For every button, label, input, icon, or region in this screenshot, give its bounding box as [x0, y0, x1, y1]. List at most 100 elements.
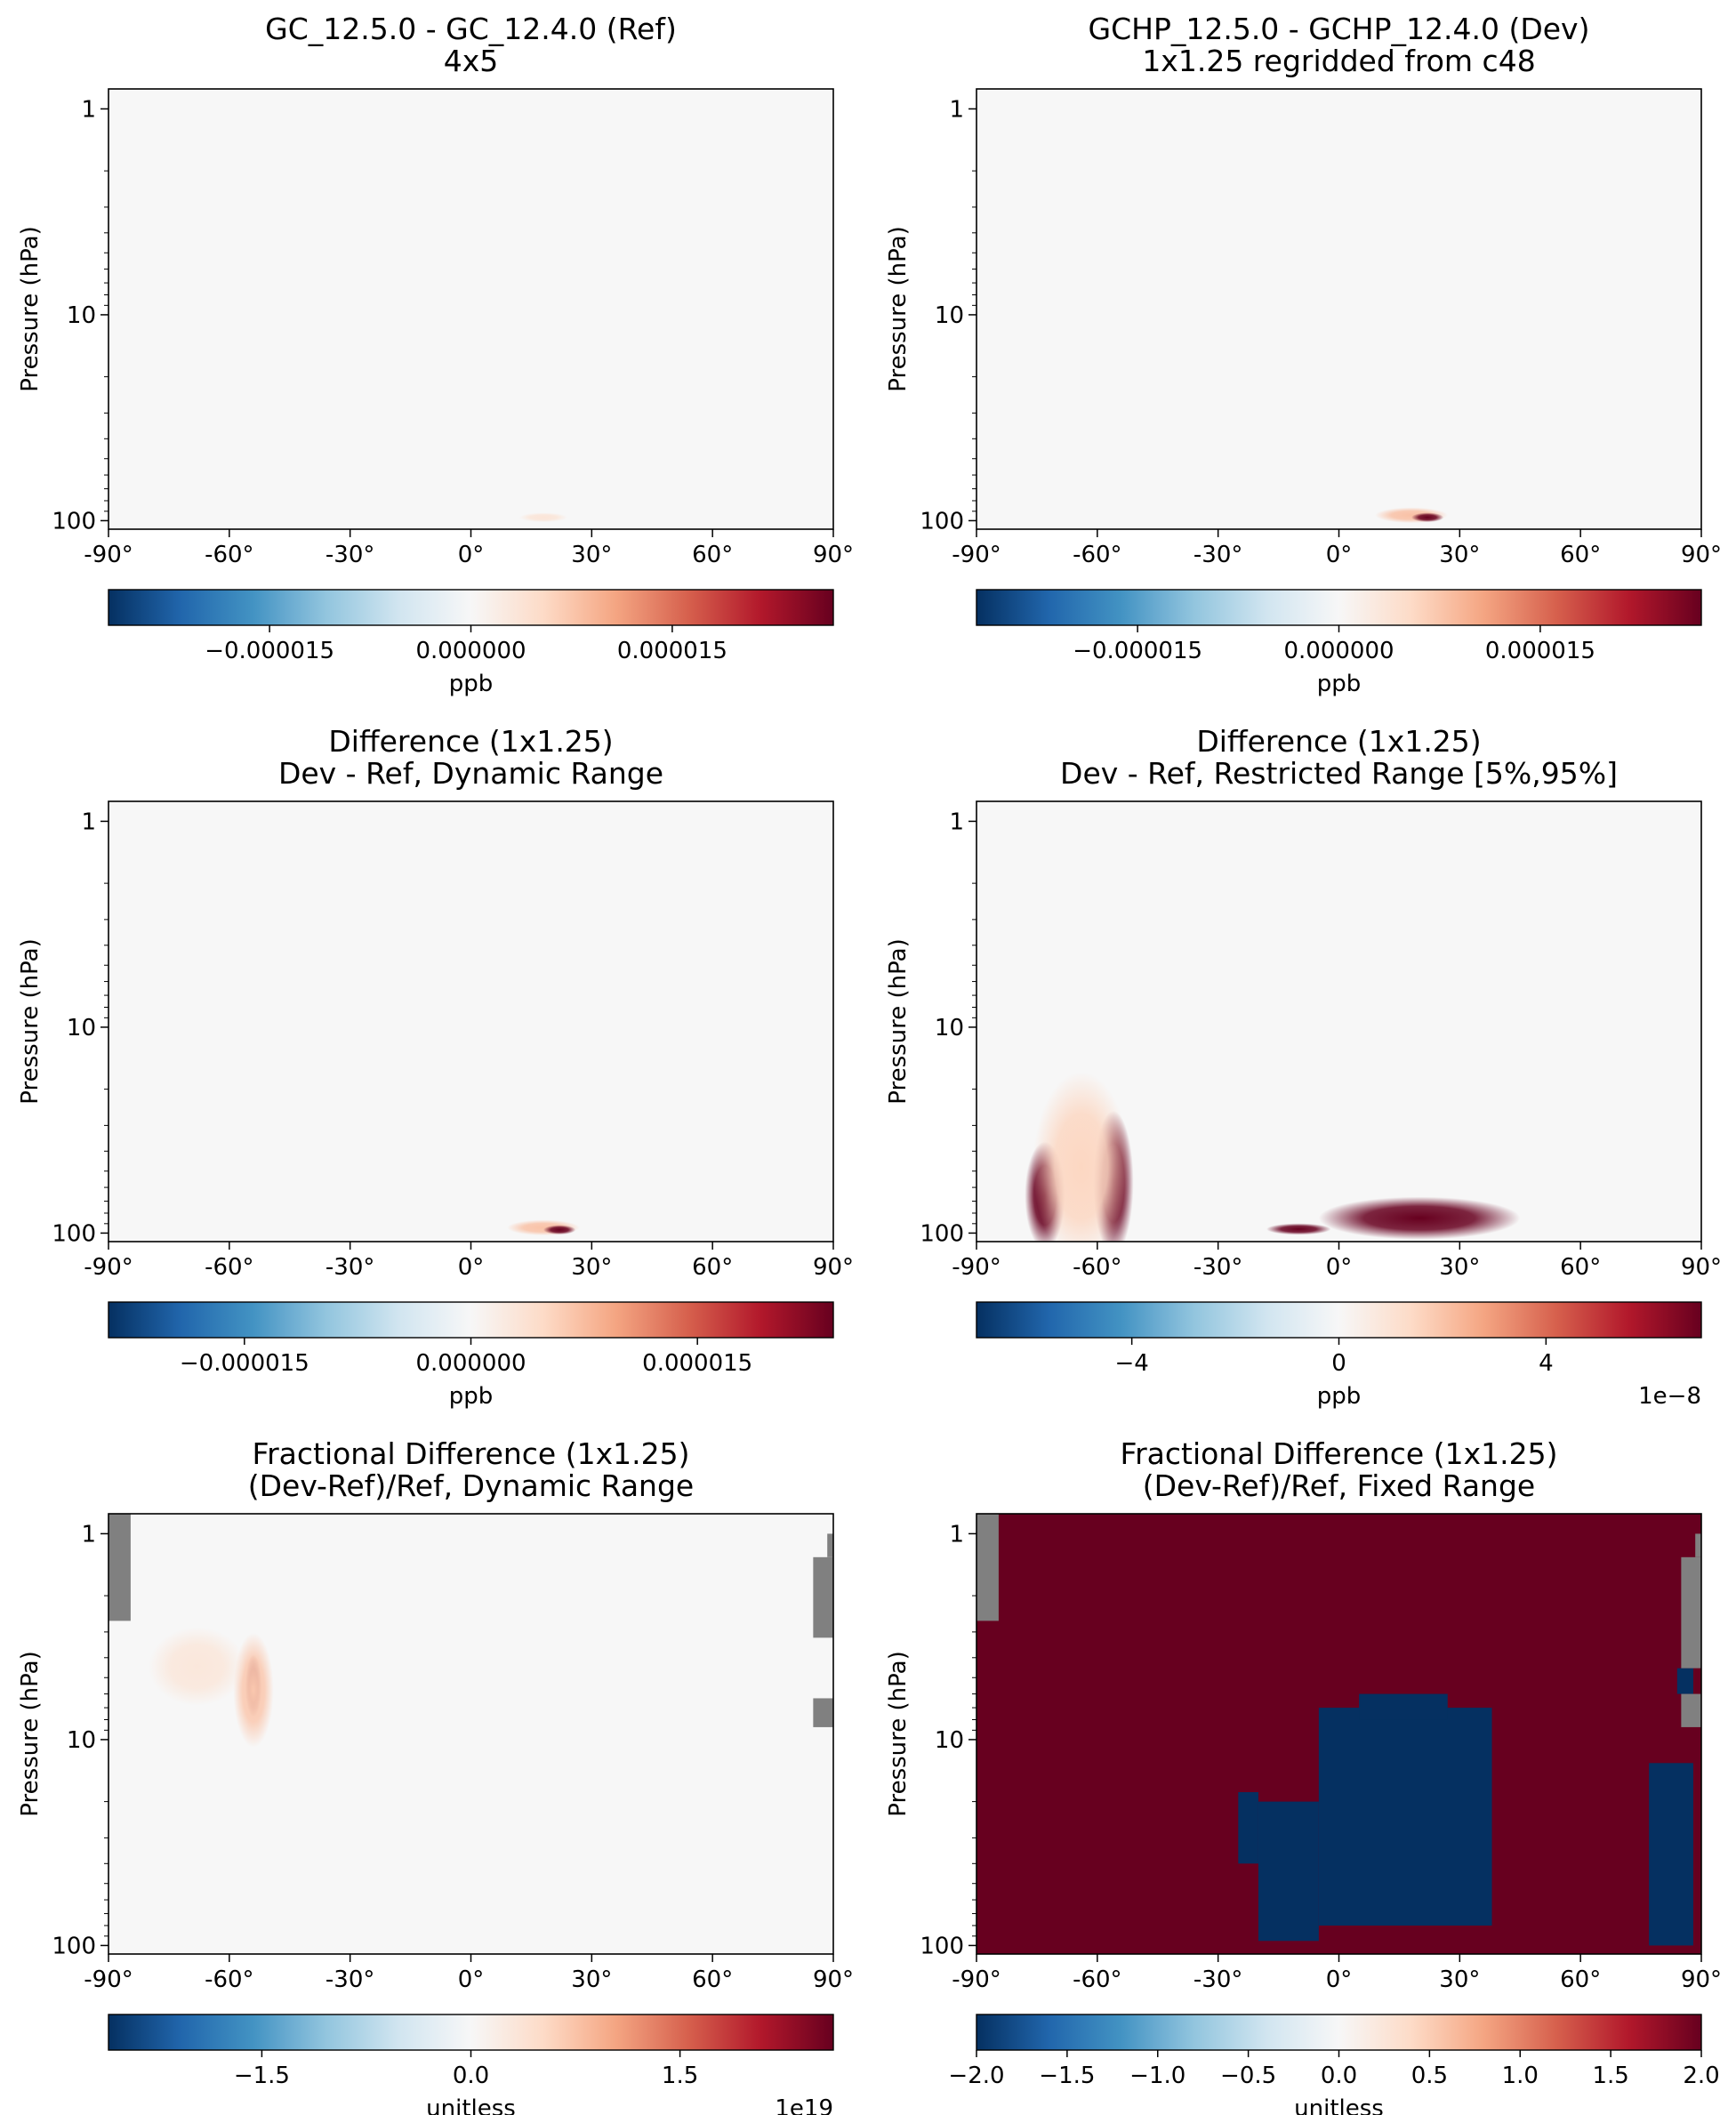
colorbar-tick-label: −4: [1114, 1350, 1148, 1377]
heatmap-feature: [1033, 1072, 1130, 1242]
heatmap-background: [108, 801, 833, 1242]
x-tick-label: 0°: [1326, 1966, 1353, 1993]
colorbar-offset-label: 1e19: [775, 2095, 833, 2115]
chart-title: Fractional Difference (1x1.25): [1121, 1436, 1558, 1471]
x-tick-label: -30°: [1194, 1966, 1242, 1993]
plot-area: [108, 89, 833, 529]
y-tick-label: 10: [67, 302, 96, 329]
x-tick-label: -90°: [952, 1966, 1001, 1993]
chart-subtitle: (Dev-Ref)/Ref, Fixed Range: [1143, 1468, 1535, 1503]
colorbar-tick-label: 1.5: [1592, 2063, 1628, 2089]
colorbar-tick-label: 0.000000: [415, 1350, 526, 1377]
panel-4: Difference (1x1.25)Dev - Ref, Restricted…: [885, 724, 1722, 1410]
x-tick-label: 30°: [1439, 1254, 1480, 1281]
x-tick-label: 90°: [1681, 1254, 1722, 1281]
x-tick-label: -60°: [205, 542, 253, 568]
panel-1: GC_12.5.0 - GC_12.4.0 (Ref)4x5 1 10 100 Pres…: [17, 12, 854, 697]
colorbar: [108, 2014, 834, 2051]
y-tick-label: 100: [920, 1933, 964, 1959]
x-tick-label: 0°: [458, 1966, 485, 1993]
heatmap-negative-region: [1676, 1668, 1693, 1694]
colorbar-tick-label: −1.5: [1039, 2063, 1095, 2089]
undefined-mask: [813, 1698, 833, 1727]
colorbar-tick-label: −0.5: [1220, 2063, 1276, 2089]
plot-area: [976, 89, 1701, 529]
colorbar-tick-label: 4: [1539, 1350, 1554, 1377]
y-tick-label: 1: [81, 96, 96, 123]
heatmap-negative-region: [1359, 1693, 1448, 1720]
y-tick-label: 10: [935, 302, 964, 329]
x-tick-label: 90°: [1681, 542, 1722, 568]
colorbar-tick-label: 0.000015: [1485, 638, 1595, 664]
x-tick-label: 30°: [571, 542, 612, 568]
y-tick-label: 100: [920, 1220, 964, 1247]
heatmap-feature: [543, 1225, 576, 1235]
colorbar: [976, 1301, 1702, 1339]
panel-5: Fractional Difference (1x1.25)(Dev-Ref)/…: [17, 1436, 854, 2115]
colorbar-tick-label: 0.0: [453, 2063, 489, 2089]
colorbar-tick-label: 2.0: [1683, 2063, 1719, 2089]
heatmap-feature: [1318, 1196, 1521, 1240]
colorbar-offset-label: 1e−8: [1638, 1383, 1701, 1410]
heatmap-negative-region: [1258, 1801, 1319, 1942]
chart-subtitle: Dev - Ref, Dynamic Range: [278, 756, 663, 791]
colorbar-tick-label: 0.5: [1411, 2063, 1448, 2089]
y-axis-label: Pressure (hPa): [885, 226, 912, 392]
x-tick-label: 60°: [692, 1966, 733, 1993]
chart-title: Difference (1x1.25): [328, 724, 613, 759]
chart-title: GC_12.5.0 - GC_12.4.0 (Ref): [265, 12, 677, 46]
x-tick-label: 30°: [571, 1966, 612, 1993]
plot-area: [976, 1514, 1701, 1954]
undefined-mask: [1695, 1533, 1701, 1557]
x-tick-label: 60°: [1560, 542, 1601, 568]
heatmap-feature: [1411, 512, 1444, 523]
heatmap-background: [108, 1514, 833, 1954]
x-tick-label: -60°: [1073, 1966, 1121, 1993]
colorbar-label: ppb: [1317, 671, 1362, 697]
x-tick-label: 30°: [1439, 542, 1480, 568]
panel-2: GCHP_12.5.0 - GCHP_12.4.0 (Dev)1x1.25 re…: [885, 12, 1722, 697]
colorbar-tick-label: −1.5: [234, 2063, 290, 2089]
x-tick-label: -30°: [326, 1966, 374, 1993]
x-tick-label: -30°: [326, 1254, 374, 1281]
y-axis-label: Pressure (hPa): [17, 938, 44, 1105]
y-tick-label: 100: [52, 508, 96, 535]
x-tick-label: -90°: [84, 1966, 133, 1993]
heatmap-background: [976, 89, 1701, 529]
undefined-mask: [1681, 1556, 1701, 1669]
colorbar-tick-label: 1.0: [1502, 2063, 1539, 2089]
colorbar-label: unitless: [426, 2095, 516, 2115]
colorbar-label: ppb: [1317, 1383, 1362, 1410]
y-tick-label: 1: [949, 808, 964, 835]
colorbar-tick-label: −0.000015: [1073, 638, 1202, 664]
colorbar-label: ppb: [449, 1383, 494, 1410]
x-tick-label: -90°: [84, 542, 133, 568]
x-tick-label: 60°: [692, 542, 733, 568]
heatmap-negative-region: [1318, 1708, 1492, 1926]
x-tick-label: 0°: [458, 1254, 485, 1281]
y-axis-label: Pressure (hPa): [17, 1651, 44, 1817]
x-tick-label: 60°: [1560, 1254, 1601, 1281]
chart-subtitle: 1x1.25 regridded from c48: [1142, 44, 1535, 78]
x-tick-label: -30°: [1194, 1254, 1242, 1281]
colorbar: [108, 589, 834, 626]
x-tick-label: -90°: [952, 542, 1001, 568]
undefined-mask: [108, 1514, 131, 1621]
x-tick-label: 90°: [813, 1966, 854, 1993]
x-tick-label: 0°: [1326, 1254, 1353, 1281]
colorbar-tick-label: 0.000000: [1283, 638, 1394, 664]
chart-title: GCHP_12.5.0 - GCHP_12.4.0 (Dev): [1089, 12, 1590, 46]
x-tick-label: 0°: [1326, 542, 1353, 568]
chart-title: Fractional Difference (1x1.25): [253, 1436, 690, 1471]
colorbar-tick-label: −2.0: [948, 2063, 1004, 2089]
y-tick-label: 10: [67, 1727, 96, 1754]
x-tick-label: 30°: [571, 1254, 612, 1281]
y-tick-label: 100: [52, 1933, 96, 1959]
colorbar-tick-label: 0: [1331, 1350, 1346, 1377]
colorbar-tick-label: 0.000000: [415, 638, 526, 664]
colorbar-tick-label: −0.000015: [180, 1350, 309, 1377]
colorbar-tick-label: 0.000015: [642, 1350, 752, 1377]
x-tick-label: -60°: [205, 1254, 253, 1281]
x-tick-label: -30°: [1194, 542, 1242, 568]
